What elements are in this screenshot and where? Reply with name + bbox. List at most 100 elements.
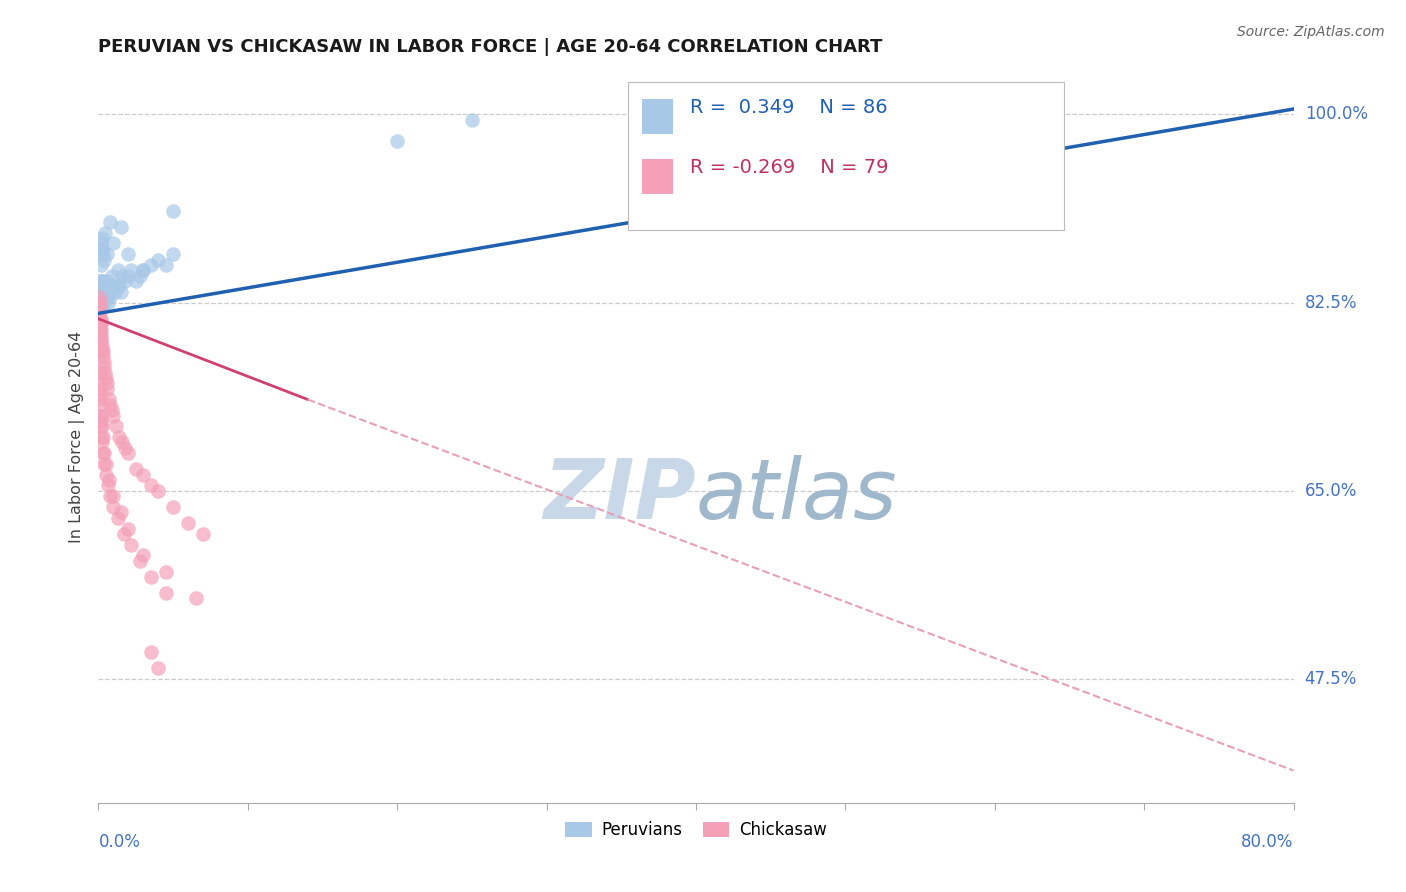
Text: Source: ZipAtlas.com: Source: ZipAtlas.com (1237, 25, 1385, 39)
Point (91, 344, 114, 359)
Point (89, 317, 111, 331)
Point (94, 467, 117, 482)
Point (90, 285, 112, 299)
Point (89, 290, 111, 304)
FancyBboxPatch shape (643, 99, 673, 134)
Point (91, 435, 114, 450)
Point (114, 274, 136, 288)
Point (90, 322, 112, 336)
Point (89, 290, 111, 304)
Point (93, 360, 115, 375)
Point (90, 236, 112, 251)
Point (90, 311, 112, 326)
Point (90, 290, 112, 304)
Point (111, 435, 134, 450)
Point (162, 500, 184, 514)
Y-axis label: In Labor Force | Age 20-64: In Labor Force | Age 20-64 (69, 331, 84, 543)
Point (89, 290, 111, 304)
Point (90, 285, 112, 299)
Point (89, 327, 111, 342)
Point (162, 247, 184, 261)
Point (90, 279, 112, 293)
Point (89, 290, 111, 304)
Point (107, 263, 129, 277)
Point (98, 215, 122, 229)
Point (132, 467, 155, 482)
Point (125, 274, 148, 288)
Point (90, 285, 112, 299)
Text: R = -0.269    N = 79: R = -0.269 N = 79 (690, 158, 889, 178)
Point (117, 247, 139, 261)
Point (89, 295, 111, 310)
Point (90, 301, 112, 315)
Point (89, 376, 111, 391)
Point (90, 258, 112, 272)
Point (98, 290, 122, 304)
Point (461, 112, 484, 127)
Point (89, 387, 111, 401)
Point (94, 290, 117, 304)
Point (89, 279, 111, 293)
Point (93, 457, 115, 471)
Point (89, 409, 111, 423)
Point (97, 392, 120, 407)
Point (91, 274, 114, 288)
Point (89, 382, 111, 396)
Point (191, 527, 214, 541)
Legend: Peruvians, Chickasaw: Peruvians, Chickasaw (558, 814, 834, 846)
Point (89, 274, 111, 288)
Point (148, 483, 170, 498)
Point (162, 204, 184, 219)
Text: 65.0%: 65.0% (1305, 482, 1357, 500)
Point (155, 565, 177, 579)
Point (96, 247, 118, 261)
Point (89, 317, 111, 331)
Point (90, 419, 112, 434)
Point (91, 430, 114, 444)
Point (129, 268, 152, 283)
Point (94, 285, 117, 299)
Point (91, 295, 114, 310)
Point (96, 290, 118, 304)
Point (94, 457, 117, 471)
Point (93, 290, 115, 304)
Text: 80.0%: 80.0% (1241, 833, 1294, 851)
Point (125, 462, 148, 476)
Point (139, 258, 162, 272)
Point (89, 311, 111, 326)
Point (111, 268, 134, 283)
Point (94, 279, 117, 293)
Point (96, 274, 118, 288)
Point (89, 392, 111, 407)
Point (90, 419, 112, 434)
Point (90, 338, 112, 352)
Point (103, 236, 125, 251)
Point (103, 279, 125, 293)
Point (89, 344, 111, 359)
Point (139, 570, 162, 584)
Point (94, 371, 117, 385)
Point (90, 301, 112, 315)
Point (132, 263, 155, 277)
Point (90, 430, 112, 444)
Text: 100.0%: 100.0% (1305, 105, 1368, 123)
Point (97, 279, 120, 293)
Point (93, 446, 115, 460)
Point (97, 473, 120, 487)
Point (89, 414, 111, 428)
Point (90, 409, 112, 423)
Point (105, 279, 128, 293)
Point (93, 295, 115, 310)
Point (98, 398, 122, 412)
Point (385, 134, 409, 148)
Point (132, 263, 155, 277)
Point (90, 398, 112, 412)
Text: 0.0%: 0.0% (98, 833, 141, 851)
FancyBboxPatch shape (643, 159, 673, 194)
Text: 82.5%: 82.5% (1305, 293, 1357, 311)
Point (91, 290, 114, 304)
Point (90, 290, 112, 304)
Point (98, 285, 121, 299)
Point (89, 301, 111, 315)
Point (105, 419, 128, 434)
